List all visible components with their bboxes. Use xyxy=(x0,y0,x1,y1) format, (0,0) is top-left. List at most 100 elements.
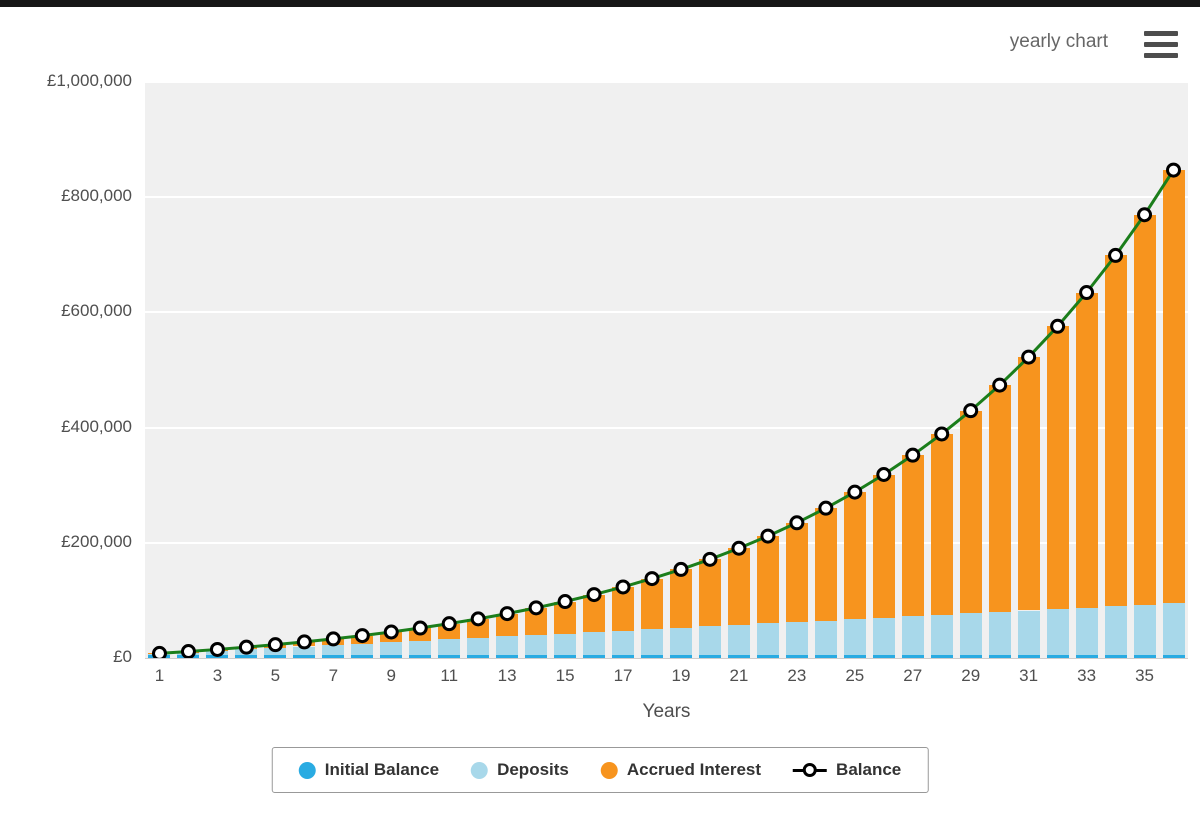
bar-segment-initial-balance xyxy=(1104,655,1127,658)
bar-segment-accrued-interest xyxy=(641,578,664,630)
legend-item-label: Accrued Interest xyxy=(626,760,762,779)
legend-item-deposits[interactable]: Deposits xyxy=(471,760,569,780)
hamburger-icon xyxy=(1144,31,1178,36)
bar-segment-initial-balance xyxy=(496,655,519,658)
bar-segment-initial-balance xyxy=(583,655,606,658)
bar-segment-accrued-interest xyxy=(814,508,837,621)
bar-segment-deposits xyxy=(583,632,606,656)
bar-segment-deposits xyxy=(727,624,750,656)
accrued-interest-swatch-icon xyxy=(600,761,618,779)
bar-segment-accrued-interest xyxy=(698,559,721,627)
bar-segment-initial-balance xyxy=(988,655,1011,658)
x-axis-label: 3 xyxy=(212,666,223,685)
bar-segment-initial-balance xyxy=(206,655,229,658)
x-axis-label: 13 xyxy=(497,666,517,685)
bar-segment-initial-balance xyxy=(1133,655,1156,658)
bar-segment-initial-balance xyxy=(525,655,548,658)
bar-segment-initial-balance xyxy=(930,655,953,658)
legend-item-label: Deposits xyxy=(497,760,569,779)
bar-segment-accrued-interest xyxy=(901,455,924,617)
x-axis-label: 19 xyxy=(671,666,691,685)
y-axis-label: £200,000 xyxy=(61,531,132,551)
bar-segment-deposits xyxy=(409,640,432,656)
bar-segment-initial-balance xyxy=(669,655,692,658)
bar-segment-deposits xyxy=(959,613,982,656)
bar-segment-deposits xyxy=(1046,609,1069,656)
legend-item-balance[interactable]: Balance xyxy=(793,760,901,780)
bar-segment-initial-balance xyxy=(612,655,635,658)
bar-segment-accrued-interest xyxy=(264,644,287,648)
bar-segment-initial-balance xyxy=(264,655,287,658)
bar-segment-accrued-interest xyxy=(988,385,1011,612)
x-axis-label: 1 xyxy=(154,666,165,685)
y-axis-label: £800,000 xyxy=(61,186,132,206)
plot-area xyxy=(145,81,1188,659)
bar-segment-initial-balance xyxy=(467,655,490,658)
y-axis-label: £600,000 xyxy=(61,301,132,321)
gridline xyxy=(145,81,1188,83)
bar-segment-initial-balance xyxy=(177,655,200,658)
bar-segment-accrued-interest xyxy=(177,651,200,653)
bar-segment-accrued-interest xyxy=(554,601,577,634)
bar-segment-deposits xyxy=(901,616,924,656)
bar-segment-accrued-interest xyxy=(1104,255,1127,607)
bar-segment-initial-balance xyxy=(1162,655,1185,658)
chart-menu-button[interactable] xyxy=(1144,31,1178,58)
bar-segment-deposits xyxy=(1075,607,1098,656)
bar-segment-deposits xyxy=(322,645,345,656)
bar-segment-deposits xyxy=(1104,606,1127,656)
x-axis-label: 11 xyxy=(440,666,459,685)
bar-segment-deposits xyxy=(988,611,1011,656)
y-axis-label: £400,000 xyxy=(61,416,132,436)
bar-segment-deposits xyxy=(1133,604,1156,656)
y-axis: £0 £200,000 £400,000 £600,000 £800,000 £1,000… xyxy=(0,71,132,666)
x-axis-label: 23 xyxy=(787,666,807,685)
x-axis-label: 31 xyxy=(1019,666,1039,685)
bar-segment-initial-balance xyxy=(1046,655,1069,658)
bar-segment-accrued-interest xyxy=(612,586,635,631)
bar-segment-accrued-interest xyxy=(1133,214,1156,605)
bar-segment-deposits xyxy=(351,643,374,656)
bar-segment-deposits xyxy=(235,649,258,656)
bar-segment-accrued-interest xyxy=(1017,357,1040,611)
bar-segment-accrued-interest xyxy=(467,618,490,638)
bar-segment-deposits xyxy=(148,653,171,656)
bar-segment-deposits xyxy=(1162,603,1185,656)
bar-segment-deposits xyxy=(785,622,808,656)
gridline xyxy=(145,196,1188,199)
bar-segment-initial-balance xyxy=(554,655,577,658)
bar-segment-initial-balance xyxy=(698,655,721,658)
bar-segment-accrued-interest xyxy=(583,594,606,633)
bar-segment-deposits xyxy=(380,642,403,656)
legend-item-label: Initial Balance xyxy=(324,760,440,779)
legend-item-label: Balance xyxy=(836,760,902,779)
hamburger-icon xyxy=(1144,53,1178,58)
bar-segment-accrued-interest xyxy=(1162,170,1185,604)
bar-segment-initial-balance xyxy=(641,655,664,658)
bar-segment-deposits xyxy=(264,647,287,656)
bar-segment-accrued-interest xyxy=(930,433,953,615)
bar-segment-accrued-interest xyxy=(872,474,895,618)
balance-glyph-circle xyxy=(803,763,818,777)
bar-segment-initial-balance xyxy=(380,655,403,658)
bar-segment-deposits xyxy=(206,650,229,656)
y-axis-label: £0 xyxy=(113,647,132,666)
bar-segment-deposits xyxy=(756,623,779,656)
bar-segment-deposits xyxy=(814,620,837,656)
bar-segment-accrued-interest xyxy=(669,569,692,628)
bar-segment-deposits xyxy=(698,626,721,656)
bar-segment-initial-balance xyxy=(438,655,461,658)
x-axis-label: 9 xyxy=(386,666,396,685)
bar-segment-accrued-interest xyxy=(351,635,374,644)
bar-segment-initial-balance xyxy=(843,655,866,658)
bar-segment-deposits xyxy=(438,639,461,656)
bar-segment-deposits xyxy=(525,634,548,656)
bar-segment-initial-balance xyxy=(959,655,982,658)
legend-item-initial-balance[interactable]: Initial Balance xyxy=(298,760,440,780)
bar-segment-deposits xyxy=(930,614,953,656)
x-axis-label: 7 xyxy=(328,666,339,685)
bar-segment-initial-balance xyxy=(727,655,750,658)
bar-segment-deposits xyxy=(669,627,692,656)
legend-item-accrued-interest[interactable]: Accrued Interest xyxy=(600,760,762,780)
bar-segment-initial-balance xyxy=(235,655,258,658)
